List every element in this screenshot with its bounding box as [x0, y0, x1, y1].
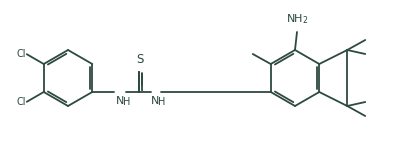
Text: S: S	[137, 53, 144, 66]
Text: N: N	[151, 96, 160, 106]
Text: NH$_2$: NH$_2$	[286, 12, 308, 26]
Text: Cl: Cl	[16, 97, 26, 107]
Text: N: N	[116, 96, 125, 106]
Text: Cl: Cl	[16, 49, 26, 59]
Text: H: H	[123, 97, 131, 107]
Text: H: H	[158, 97, 166, 107]
